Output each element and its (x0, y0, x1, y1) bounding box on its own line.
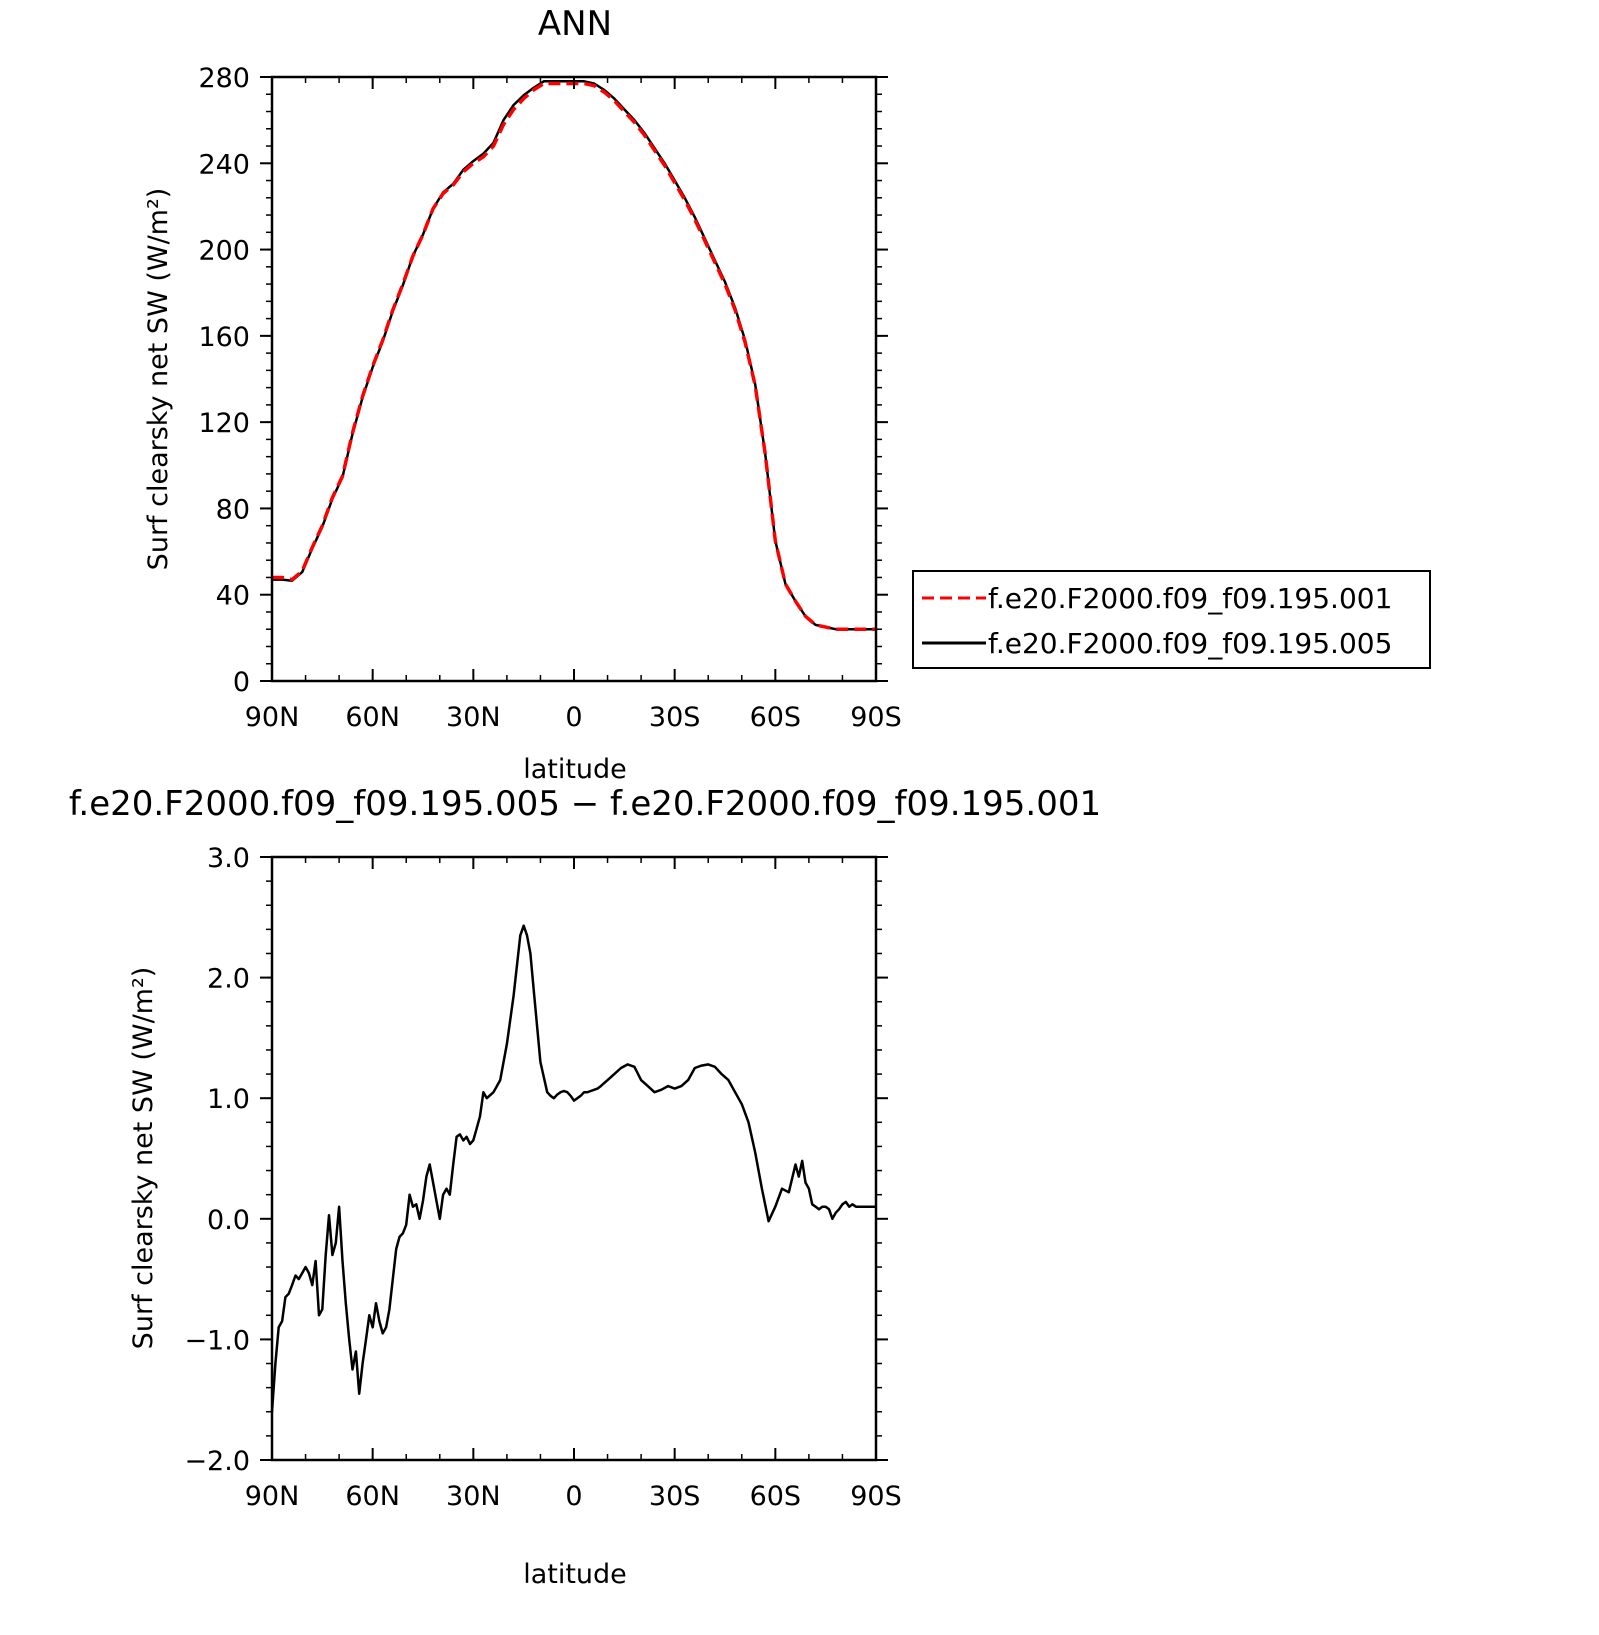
top-plot: ANN 90N 60N 30N 0 30S 60S 90S 0 40 80 120 160 200 240… (143, 4, 902, 785)
top-plot-series-line-1 (272, 81, 876, 631)
top-plot-ytick-label: 160 (198, 322, 250, 353)
bottom-plot-series-line-1 (270, 924, 876, 1412)
bottom-plot-xlabel: latitude (523, 1559, 627, 1590)
bottom-plot-ytick-label: 0.0 (207, 1205, 250, 1236)
top-plot-xtick-label: 60S (750, 702, 802, 733)
top-plot-xtick-label: 30S (649, 702, 701, 733)
top-plot-xlabel: latitude (523, 754, 627, 785)
top-plot-ytick-label: 40 (216, 581, 250, 612)
top-plot-series-layer (272, 80, 876, 631)
top-plot-ytick-label: 280 (198, 63, 250, 94)
top-plot-series-line-2 (272, 80, 876, 631)
bottom-plot-ytick-label: 3.0 (207, 843, 250, 874)
top-plot-ytick-label: 80 (216, 494, 250, 525)
legend-entry-1: f.e20.F2000.f09_f09.195.001 (988, 582, 1392, 615)
top-plot-title: ANN (538, 4, 612, 44)
top-plot-xtick-label: 0 (565, 702, 582, 733)
top-plot-ticks: 90N 60N 30N 0 30S 60S 90S 0 40 80 120 160 200 240 280 (198, 63, 901, 733)
bottom-plot-xtick-label: 60S (750, 1481, 802, 1512)
bottom-plot: f.e20.F2000.f09_f09.195.005 − f.e20.F200… (69, 784, 1101, 1590)
bottom-plot-xtick-label: 90S (850, 1481, 902, 1512)
bottom-plot-ylabel: Surf clearsky net SW (W/m²) (128, 967, 159, 1350)
top-plot-ytick-label: 120 (198, 408, 250, 439)
bottom-plot-ytick-label: −2.0 (184, 1446, 250, 1477)
top-plot-ylabel: Surf clearsky net SW (W/m²) (143, 188, 174, 571)
top-plot-frame (270, 75, 878, 683)
bottom-plot-series-layer (270, 924, 876, 1412)
top-plot-xtick-label: 30N (446, 702, 501, 733)
bottom-plot-xtick-label: 30N (446, 1481, 501, 1512)
top-plot-xtick-label: 60N (345, 702, 400, 733)
bottom-plot-xtick-label: 90N (245, 1481, 300, 1512)
bottom-plot-ytick-label: 1.0 (207, 1084, 250, 1115)
bottom-plot-xtick-label: 30S (649, 1481, 701, 1512)
bottom-plot-title: f.e20.F2000.f09_f09.195.005 − f.e20.F200… (69, 784, 1101, 824)
top-plot-xtick-label: 90S (850, 702, 902, 733)
bottom-plot-xtick-label: 60N (345, 1481, 400, 1512)
legend-entry-2: f.e20.F2000.f09_f09.195.005 (988, 627, 1392, 660)
bottom-plot-ticks: 90N 60N 30N 0 30S 60S 90S −2.0 −1.0 0.0 1.0 2.0 3.0 (184, 843, 901, 1512)
top-plot-xtick-label: 90N (245, 702, 300, 733)
bottom-plot-xtick-label: 0 (565, 1481, 582, 1512)
legend: f.e20.F2000.f09_f09.195.001 f.e20.F2000.… (912, 570, 1431, 669)
bottom-plot-ytick-label: −1.0 (184, 1325, 250, 1356)
legend-box (912, 570, 1431, 669)
top-plot-ytick-label: 0 (233, 667, 250, 698)
bottom-plot-ytick-label: 2.0 (207, 964, 250, 995)
top-plot-ytick-label: 240 (198, 149, 250, 180)
top-plot-ytick-label: 200 (198, 236, 250, 267)
